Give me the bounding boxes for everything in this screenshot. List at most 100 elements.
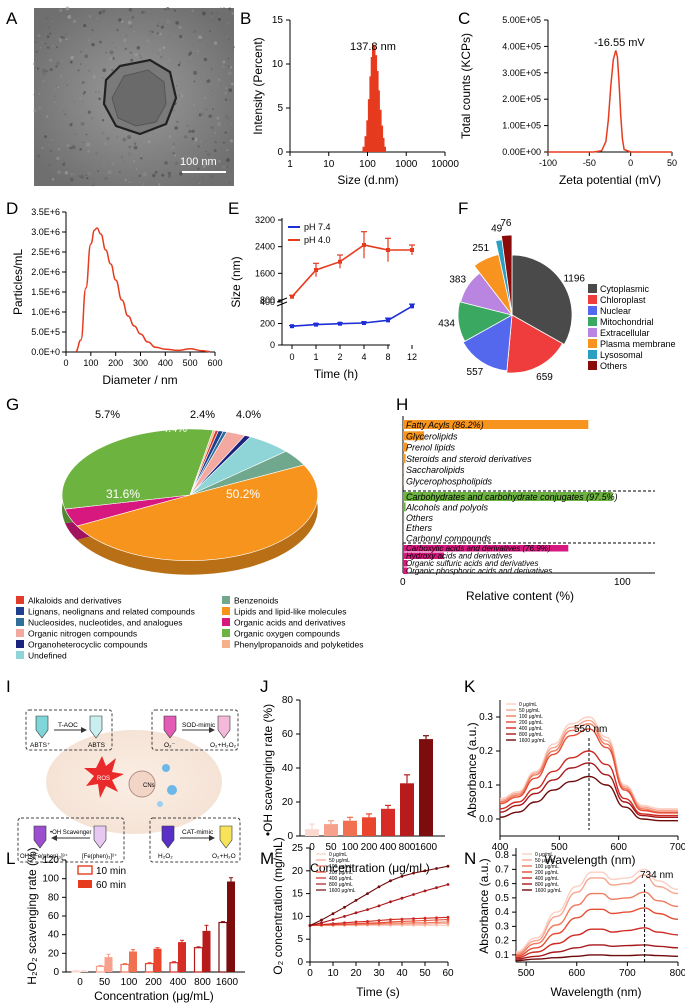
h-bar-label: Carbonyl compounds bbox=[406, 534, 492, 544]
tem-grain bbox=[193, 104, 195, 107]
l-ytick-label: 80 bbox=[48, 892, 60, 903]
tem-grain bbox=[106, 136, 110, 141]
tem-grain bbox=[46, 46, 50, 49]
tem-grain bbox=[228, 88, 232, 92]
j-ytick-label: 60 bbox=[282, 729, 294, 740]
tem-grain bbox=[197, 145, 200, 148]
i-tube-3 bbox=[163, 715, 177, 739]
n-legend-label: 100 μg/mL bbox=[535, 864, 559, 870]
c-ytick-label: 0.00E+00 bbox=[502, 147, 541, 157]
e-point bbox=[314, 322, 318, 327]
n-xtick-label: 800 bbox=[670, 968, 685, 979]
tem-grain bbox=[51, 139, 54, 142]
m-point bbox=[308, 924, 312, 927]
tem-grain bbox=[175, 161, 179, 165]
tem-grain bbox=[129, 24, 133, 29]
b-xtick-label: 10000 bbox=[431, 159, 459, 170]
m-legend-label: 50 μg/mL bbox=[329, 858, 350, 864]
tem-grain bbox=[51, 177, 55, 181]
tem-grain bbox=[141, 11, 144, 14]
tem-grain bbox=[124, 178, 127, 182]
l-xtick-label: 50 bbox=[99, 977, 111, 988]
i-label-cat: CAT-mimic bbox=[182, 829, 214, 836]
tem-grain bbox=[226, 166, 229, 168]
k-xtick-label: 700 bbox=[670, 842, 685, 853]
tem-grain bbox=[91, 29, 94, 31]
m-point bbox=[446, 920, 450, 924]
b-bar bbox=[383, 146, 386, 152]
l-ylabel: H₂O₂ scavenging rate (%) bbox=[25, 847, 39, 984]
tem-grain bbox=[191, 9, 194, 12]
n-xlabel: Wavelength (nm) bbox=[551, 985, 642, 999]
tem-grain bbox=[63, 161, 66, 164]
tem-grain bbox=[124, 162, 127, 165]
d-ytick-label: 0.0E+0 bbox=[31, 347, 60, 357]
tem-grain bbox=[88, 14, 92, 18]
tem-grain bbox=[82, 141, 84, 143]
tem-grain bbox=[176, 120, 179, 123]
tem-grain bbox=[209, 30, 212, 32]
n-series-line bbox=[515, 891, 679, 956]
i-tube-2 bbox=[89, 715, 103, 739]
tem-grain bbox=[158, 183, 161, 186]
l-bar-60min bbox=[153, 948, 162, 972]
g-legend-label: Undefined bbox=[28, 651, 67, 661]
tem-grain bbox=[152, 173, 156, 178]
i-box-oh bbox=[17, 817, 125, 863]
m-point bbox=[423, 919, 427, 922]
l-bar-10min bbox=[218, 921, 228, 973]
tem-grain bbox=[161, 173, 165, 177]
tem-grain bbox=[229, 139, 234, 143]
b-bar bbox=[367, 99, 371, 152]
g-legend-swatch bbox=[16, 596, 24, 604]
tem-grain bbox=[134, 53, 138, 57]
l-bar-10min bbox=[169, 962, 179, 973]
c-xtick-label: -50 bbox=[583, 158, 596, 168]
j-ytick-label: 20 bbox=[282, 797, 294, 808]
tem-grain bbox=[33, 62, 36, 66]
g-slice-label: 50.2% bbox=[226, 487, 260, 501]
l-bar-60min bbox=[80, 971, 88, 972]
m-point bbox=[412, 919, 415, 923]
l-ytick-label: 120 bbox=[42, 855, 59, 866]
tem-grain bbox=[70, 159, 73, 162]
tem-grain bbox=[143, 11, 146, 14]
tem-grain bbox=[85, 174, 88, 176]
tem-grain bbox=[228, 121, 231, 124]
h-tick-100: 100 bbox=[614, 577, 631, 588]
panel-letter-j: J bbox=[260, 677, 269, 696]
tem-grain bbox=[193, 70, 198, 75]
tem-grain bbox=[73, 101, 75, 103]
m-point bbox=[389, 920, 392, 924]
tem-grain bbox=[37, 62, 39, 64]
tem-grain bbox=[197, 50, 199, 53]
tem-grain bbox=[149, 30, 151, 33]
tem-grain bbox=[210, 12, 214, 15]
f-legend-swatch bbox=[588, 306, 597, 315]
tem-grain bbox=[214, 141, 217, 144]
tem-grain bbox=[42, 68, 47, 73]
m-point bbox=[435, 886, 438, 890]
tem-grain bbox=[60, 53, 63, 55]
e-ylabel: Size (nm) bbox=[229, 256, 243, 307]
m-point bbox=[377, 919, 381, 922]
m-xlabel: Time (s) bbox=[356, 985, 400, 999]
l-xtick-label: 400 bbox=[170, 977, 187, 988]
tem-grain bbox=[151, 30, 155, 34]
tem-grain bbox=[178, 25, 182, 29]
tem-grain bbox=[75, 76, 79, 80]
d-ytick-label: 2.5E+6 bbox=[31, 247, 60, 257]
j-bar bbox=[381, 808, 395, 836]
tem-grain bbox=[211, 90, 213, 92]
tem-grain bbox=[81, 81, 85, 84]
e-ytick-label: 0 bbox=[270, 340, 275, 350]
b-ytick-label: 15 bbox=[272, 15, 284, 26]
e-xtick-label: 0 bbox=[289, 352, 294, 362]
e-point bbox=[410, 248, 414, 252]
i-box-cat bbox=[149, 817, 241, 863]
panel-letter-n: N bbox=[464, 849, 476, 868]
tem-grain bbox=[188, 129, 192, 133]
tem-grain bbox=[35, 68, 37, 70]
tem-grain bbox=[147, 40, 152, 44]
